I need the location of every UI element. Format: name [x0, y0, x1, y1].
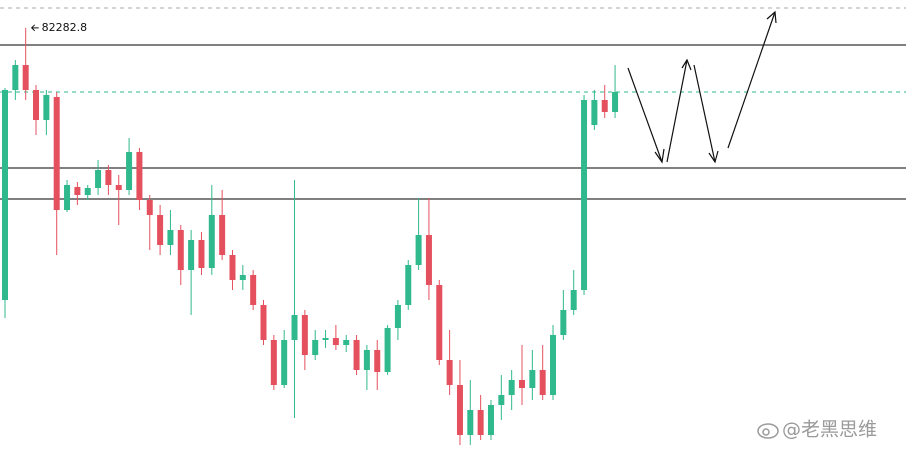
candle-body — [374, 350, 381, 372]
candle-body — [363, 350, 370, 370]
watermark: @老黑思维 — [782, 419, 877, 441]
arrow-head — [681, 58, 692, 71]
max-arrow — [30, 24, 39, 32]
candle-body — [301, 315, 308, 355]
candle-body — [456, 385, 463, 435]
candle-body — [198, 240, 205, 268]
candle-body — [343, 340, 350, 345]
candle-body — [477, 410, 484, 435]
candle-body — [281, 340, 288, 385]
candle-body — [425, 235, 432, 285]
arrow — [727, 11, 776, 149]
candle-body — [126, 152, 133, 190]
candle-body — [529, 370, 536, 388]
candle-body — [353, 340, 360, 370]
candle-body — [177, 230, 184, 270]
candle-body — [95, 170, 102, 188]
candle-body — [167, 230, 174, 245]
candle-body — [487, 405, 494, 435]
candle-body — [270, 340, 277, 385]
candle-body — [581, 100, 588, 290]
arrow — [627, 67, 663, 163]
candle-body — [219, 215, 226, 255]
candle-body — [612, 92, 619, 112]
candle-body — [394, 305, 401, 328]
candle-body — [157, 215, 164, 245]
candle-body — [115, 185, 122, 190]
candle-body — [84, 188, 91, 195]
candle-body — [229, 255, 236, 280]
candle-body — [53, 97, 60, 210]
arrow-head — [654, 148, 665, 164]
candle-body — [12, 65, 19, 90]
candle-body — [560, 310, 567, 335]
candle-body — [446, 360, 453, 385]
candle-body — [260, 305, 267, 340]
candle-body — [136, 152, 143, 200]
candle-body — [239, 275, 246, 280]
projection-arrows — [627, 10, 777, 164]
candle-body — [208, 215, 215, 268]
candle-body — [508, 380, 515, 395]
candle-body — [322, 338, 329, 340]
candle-body — [405, 265, 412, 305]
candle-body — [2, 90, 8, 300]
candle-body — [105, 170, 112, 185]
candle-body — [384, 328, 391, 372]
candle-body — [601, 100, 608, 112]
watermark-logo — [757, 423, 779, 439]
candle-body — [291, 315, 298, 340]
candle-body — [312, 340, 319, 355]
candle-body — [498, 395, 505, 405]
candle-body — [74, 187, 81, 195]
candle-body — [146, 200, 153, 215]
candle-body — [43, 95, 50, 120]
candle-body — [591, 100, 598, 125]
candle-body — [64, 185, 71, 210]
candle-body — [332, 338, 339, 345]
candle-body — [415, 235, 422, 265]
candle-body — [33, 90, 40, 120]
arrow — [693, 64, 716, 163]
candle-body — [550, 335, 557, 395]
candle-body — [436, 285, 443, 360]
candle-body — [250, 275, 257, 305]
arrow-head — [766, 10, 777, 24]
candle-body — [519, 380, 525, 388]
max-label: 82282.8 — [42, 21, 88, 34]
candle-body — [467, 410, 474, 435]
candle-body — [188, 240, 195, 270]
candle-body — [539, 370, 546, 395]
candle-body — [22, 65, 29, 90]
arrow — [666, 59, 688, 163]
candle-body — [570, 290, 577, 310]
arrow-head — [708, 150, 719, 164]
